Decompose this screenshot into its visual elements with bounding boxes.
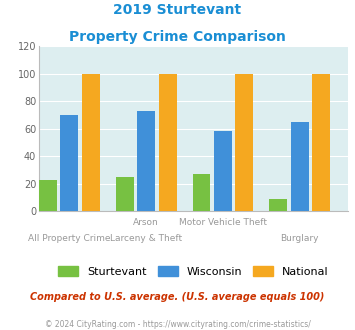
Bar [60, 115, 78, 211]
Text: Arson: Arson [133, 218, 159, 227]
Legend: Sturtevant, Wisconsin, National: Sturtevant, Wisconsin, National [58, 266, 329, 277]
Bar [137, 111, 155, 211]
Bar [82, 74, 100, 211]
Bar [235, 74, 253, 211]
Text: Compared to U.S. average. (U.S. average equals 100): Compared to U.S. average. (U.S. average … [30, 292, 325, 302]
Text: © 2024 CityRating.com - https://www.cityrating.com/crime-statistics/: © 2024 CityRating.com - https://www.city… [45, 320, 310, 329]
Text: Motor Vehicle Theft: Motor Vehicle Theft [179, 218, 267, 227]
Bar [116, 177, 134, 211]
Bar [39, 180, 57, 211]
Text: Property Crime Comparison: Property Crime Comparison [69, 30, 286, 44]
Bar [269, 199, 287, 211]
Bar [214, 131, 232, 211]
Text: Larceny & Theft: Larceny & Theft [110, 234, 182, 243]
Text: Burglary: Burglary [280, 234, 319, 243]
Bar [159, 74, 176, 211]
Bar [291, 122, 308, 211]
Bar [192, 174, 211, 211]
Text: All Property Crime: All Property Crime [28, 234, 111, 243]
Text: 2019 Sturtevant: 2019 Sturtevant [114, 3, 241, 17]
Bar [312, 74, 330, 211]
